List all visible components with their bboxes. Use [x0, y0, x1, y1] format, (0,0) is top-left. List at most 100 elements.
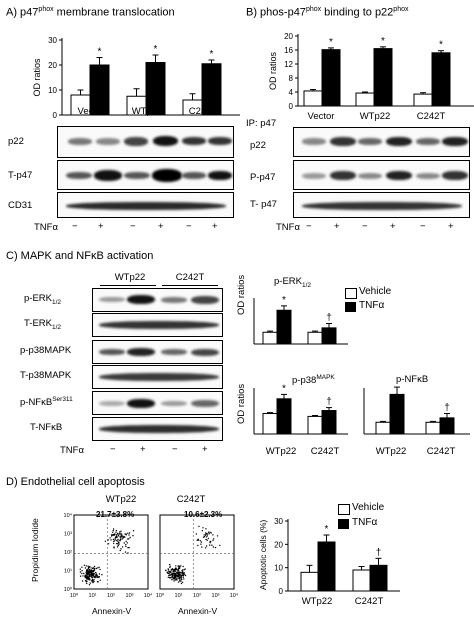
event-dot	[111, 534, 113, 537]
event-dot	[112, 528, 115, 530]
bar	[145, 62, 166, 116]
western-blot-t-p47	[293, 192, 470, 218]
y-tick-label: 30	[48, 36, 57, 45]
event-dot	[166, 571, 168, 573]
event-dot	[94, 576, 96, 578]
event-dot	[211, 544, 213, 546]
event-dot	[171, 573, 173, 576]
event-dot	[205, 533, 207, 535]
sign-minus: −	[306, 221, 312, 232]
y-tick-label: 10¹	[64, 569, 72, 575]
event-dot	[214, 546, 217, 549]
legend-swatch-tnfa	[345, 302, 356, 312]
treatment-label: TNFα	[276, 222, 300, 233]
event-dot	[180, 576, 183, 578]
event-dot	[204, 547, 207, 549]
sign-minus: −	[420, 221, 426, 232]
bar	[321, 327, 337, 345]
bar	[321, 49, 341, 107]
significance-marker: *	[381, 36, 385, 47]
blot-label-p-p38mapk: p-p38MAPK	[20, 345, 72, 356]
event-dot	[175, 577, 177, 579]
y-tick-label: 20	[48, 61, 57, 70]
event-dot	[120, 548, 122, 550]
event-dot	[91, 581, 93, 583]
bar	[307, 415, 323, 435]
event-dot	[172, 573, 174, 575]
bar	[375, 421, 391, 435]
western-blot-p22	[57, 126, 234, 158]
event-dot	[172, 570, 175, 572]
bar	[352, 569, 371, 592]
event-dot	[128, 534, 130, 536]
event-dot	[172, 574, 174, 577]
event-dot	[177, 569, 179, 571]
event-dot	[177, 573, 180, 576]
y-tick-label: 16	[284, 46, 293, 55]
event-dot	[85, 581, 87, 583]
y-tick-label: 20	[274, 540, 283, 549]
western-blot-p22	[293, 127, 470, 157]
event-dot	[127, 532, 129, 534]
y-tick-label: 0	[279, 587, 284, 596]
event-dot	[179, 574, 181, 577]
event-dot	[128, 538, 130, 540]
event-dot	[88, 584, 91, 586]
event-dot	[87, 567, 90, 569]
event-dot	[127, 552, 129, 554]
group-label-c242t: C242T	[354, 596, 384, 607]
event-dot	[125, 534, 127, 536]
event-dot	[119, 549, 121, 552]
event-dot	[207, 531, 210, 533]
significance-marker: *	[329, 37, 333, 48]
sign-plus: +	[202, 444, 208, 455]
treatment-label: TNFα	[34, 222, 58, 233]
event-dot	[114, 533, 116, 535]
significance-marker: *	[282, 295, 286, 306]
y-tick-label: 20	[284, 32, 293, 41]
group-label-c242t: C242T	[416, 111, 446, 122]
event-dot	[127, 547, 129, 549]
event-dot	[183, 573, 186, 575]
event-dot	[208, 533, 210, 535]
western-blot-t-erk	[92, 313, 223, 337]
group-label-c242t: C242T	[188, 106, 218, 117]
event-dot	[173, 578, 175, 580]
blot-label-t-erk: T-ERK1/2	[24, 318, 62, 331]
event-dot	[96, 576, 98, 579]
event-dot	[121, 546, 124, 548]
bar	[321, 410, 337, 435]
event-dot	[84, 574, 86, 576]
event-dot	[114, 540, 116, 542]
event-dot	[199, 540, 201, 542]
event-dot	[184, 568, 186, 570]
flow-x-axis-label: Annexin-V	[92, 606, 132, 616]
event-dot	[169, 565, 171, 567]
flow-percent-c242t: 10.6±2.3%	[184, 510, 223, 519]
y-axis-label: OD ratios	[236, 274, 247, 315]
event-dot	[117, 544, 120, 547]
event-dot	[85, 572, 88, 575]
y-axis-label: OD ratios	[268, 51, 278, 90]
event-dot	[132, 530, 135, 532]
event-dot	[170, 568, 173, 571]
group-label-wtp22: WTp22	[359, 111, 391, 122]
event-dot	[112, 538, 115, 541]
panel-b-title: B) phos-p47phox binding to p22phox	[246, 6, 409, 19]
event-dot	[84, 580, 87, 582]
event-dot	[205, 545, 208, 547]
event-dot	[82, 575, 84, 577]
group-underline	[100, 285, 156, 286]
event-dot	[206, 535, 209, 537]
event-dot	[96, 581, 99, 583]
event-dot	[177, 568, 180, 570]
blot-label-p-p47: P-p47	[250, 172, 276, 183]
y-tick-label: 10	[274, 564, 283, 573]
western-blot-t-p38mapk	[92, 365, 223, 389]
event-dot	[93, 569, 95, 571]
event-dot	[212, 534, 214, 536]
legend-label-vehicle: Vehicle	[352, 502, 385, 513]
legend-label-tnfa: TNFα	[359, 300, 385, 311]
event-dot	[112, 531, 114, 533]
event-dot	[88, 577, 90, 579]
